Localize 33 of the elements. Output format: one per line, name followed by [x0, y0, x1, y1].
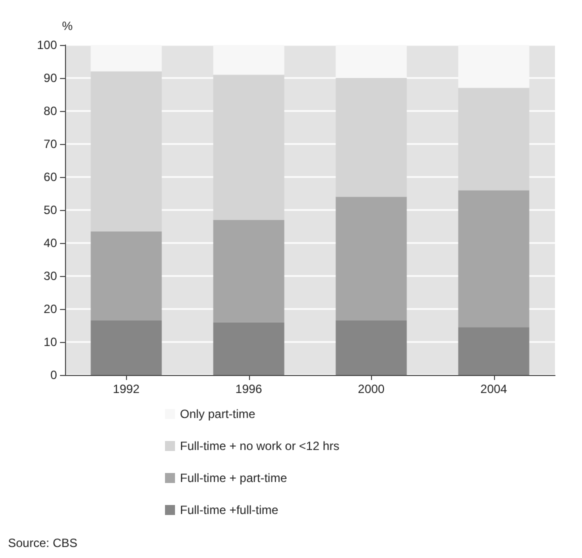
bar — [458, 88, 530, 190]
bar — [458, 190, 530, 328]
y-tick-label: 40 — [44, 236, 58, 250]
x-tick-label: 2004 — [480, 382, 508, 396]
y-tick-label: 30 — [44, 269, 58, 283]
y-tick-label: 60 — [44, 170, 58, 184]
x-tick-label: 1996 — [235, 382, 262, 396]
bar — [90, 71, 162, 232]
bar — [336, 196, 407, 321]
source-note: Source: CBS — [8, 536, 78, 550]
y-tick-label: 50 — [44, 203, 58, 217]
bar — [90, 231, 162, 321]
y-tick-label: 10 — [44, 335, 58, 349]
y-tick-label: 0 — [50, 368, 58, 382]
legend-label: Full-time + part-time — [180, 471, 288, 485]
legend-label: Full-time + no work or <12 hrs — [180, 439, 340, 453]
y-tick-label: 20 — [44, 302, 58, 316]
bar — [213, 322, 284, 375]
y-axis-title: % — [62, 19, 73, 33]
bar — [213, 220, 284, 322]
y-tick-label: 100 — [36, 38, 58, 52]
y-tick-label: 70 — [44, 137, 58, 151]
x-tick-label: 1992 — [112, 382, 140, 396]
bar — [336, 320, 407, 375]
y-tick-label: 80 — [44, 104, 58, 118]
legend-label: Full-time +full-time — [180, 503, 279, 517]
legend-label: Only part-time — [180, 407, 256, 421]
bar — [336, 78, 407, 197]
bar — [90, 320, 162, 375]
bar — [213, 74, 284, 220]
y-tick-label: 90 — [44, 71, 58, 85]
x-tick-label: 2000 — [358, 382, 385, 396]
bar — [458, 327, 530, 375]
